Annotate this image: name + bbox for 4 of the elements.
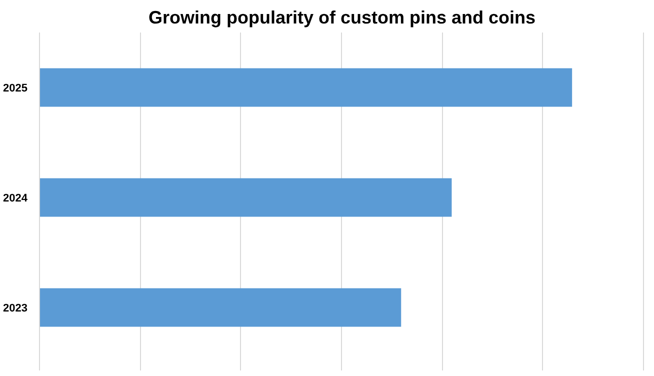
chart-title: Growing popularity of custom pins and coins [148,8,536,28]
y-tick-label: 2024 [3,192,28,204]
y-tick-label: 2025 [3,82,28,94]
y-tick-label: 2023 [3,302,28,314]
